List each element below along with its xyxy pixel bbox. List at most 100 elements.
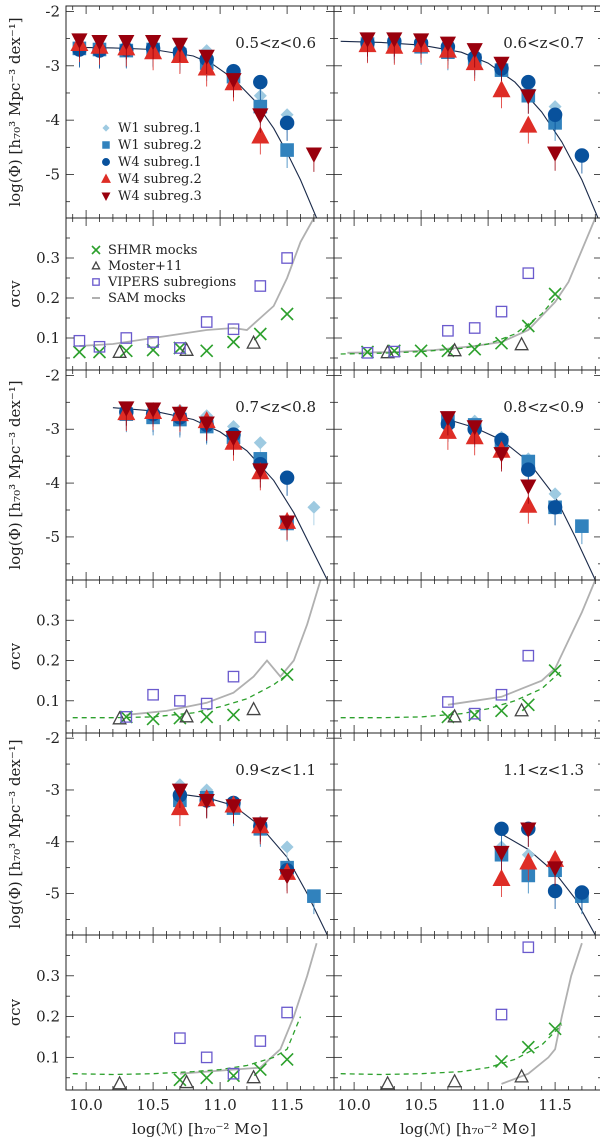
cv-y-axis-label: σcv xyxy=(6,642,24,670)
point-w4s3 xyxy=(520,479,537,495)
moster-point xyxy=(179,1074,194,1089)
shmr-mock-point xyxy=(441,710,455,724)
panel-plot-area xyxy=(340,218,597,359)
point-w4s3 xyxy=(279,515,296,531)
shmr-mock-point xyxy=(119,344,133,358)
shmr-mock-point xyxy=(414,344,428,358)
moster-point xyxy=(447,708,462,723)
shmr-mock-point xyxy=(173,1073,187,1087)
point-w1s1 xyxy=(280,840,294,854)
point-w4s3 xyxy=(171,406,188,423)
point-w4s3 xyxy=(225,431,242,447)
y-tick-label: -5 xyxy=(45,885,60,903)
point-w4s3 xyxy=(145,402,162,418)
shmr-dashed-curve xyxy=(340,297,556,355)
y-tick-label: -2 xyxy=(45,729,60,747)
shmr-mock-point xyxy=(548,287,562,301)
point-w1s2 xyxy=(575,519,589,533)
shmr-mock-point xyxy=(146,343,160,357)
shmr-mock-point xyxy=(280,668,294,682)
panel-frame xyxy=(65,934,335,1091)
legend-marker-w1s2 xyxy=(102,141,110,149)
shmr-mock-point xyxy=(200,710,214,724)
vipers-subregion-point xyxy=(281,1006,293,1019)
moster-point xyxy=(179,342,194,356)
vipers-subregion-point xyxy=(254,631,267,644)
legend-marker-w4s1 xyxy=(102,158,110,166)
shmr-mock-point xyxy=(146,712,160,726)
best-fit-curve xyxy=(179,793,328,935)
y-tick-label: -4 xyxy=(45,474,60,492)
legend-marker-w4s2 xyxy=(101,173,111,183)
sam-mocks-line xyxy=(179,942,318,1075)
panel-7: 0.3 0.2 0.1 σcv xyxy=(6,579,335,734)
panel-2: 0.6<z<0.7 xyxy=(333,5,600,219)
point-w4s1 xyxy=(253,74,268,90)
point-w4s1 xyxy=(574,148,590,163)
redshift-label: 0.8<z<0.9 xyxy=(503,398,584,416)
shmr-mock-point xyxy=(253,327,267,341)
shmr-mock-point xyxy=(280,1052,294,1066)
point-w4s2 xyxy=(519,852,538,870)
moster-point xyxy=(246,1069,261,1084)
vipers-subregion-point xyxy=(281,252,293,264)
shmr-mock-point xyxy=(253,1063,267,1077)
mf-y-axis-label: log(Φ) [h₇₀³ Mpc⁻³ dex⁻¹] xyxy=(6,17,24,206)
point-w4s3 xyxy=(439,36,456,52)
legend-marker-1 xyxy=(91,260,101,270)
sam-mocks-line xyxy=(501,942,583,1085)
panel-plot-area xyxy=(72,218,315,359)
point-w4s3 xyxy=(198,794,215,810)
shmr-mock-point xyxy=(494,704,509,718)
legend-marker-2 xyxy=(92,278,100,286)
y-tick-label: -3 xyxy=(45,57,60,75)
point-w4s3 xyxy=(145,35,162,51)
legend-mass-function: W1 subreg.1 W1 subreg.2 W4 subreg.1 W4 subr… xyxy=(101,121,202,204)
sam-mocks-line xyxy=(447,580,597,706)
panel-6: 0.8<z<0.9 xyxy=(333,369,600,581)
point-w4s3 xyxy=(413,33,430,49)
point-w4s3 xyxy=(547,146,564,162)
shmr-dashed-curve xyxy=(72,1016,302,1076)
y-tick-label: -4 xyxy=(45,833,60,851)
y-tick-label: -3 xyxy=(45,420,60,438)
moster-point xyxy=(447,342,462,357)
y-tick-label: 0.2 xyxy=(36,1008,60,1026)
point-w4s1 xyxy=(279,115,295,131)
point-w1s2 xyxy=(307,889,321,903)
x-tick-label: 10.0 xyxy=(69,1096,102,1114)
vipers-subregion-point xyxy=(442,324,454,337)
panel-plot-area xyxy=(112,401,328,580)
redshift-label: 0.7<z<0.8 xyxy=(235,398,316,416)
best-fit-curve xyxy=(112,407,328,580)
point-w4s3 xyxy=(198,416,215,432)
point-w4s3 xyxy=(466,420,483,436)
panel-plot-area xyxy=(72,942,318,1090)
point-w1s1 xyxy=(548,487,562,501)
moster-point xyxy=(514,702,529,717)
y-tick-label: 0.3 xyxy=(36,967,60,985)
x-tick-label: 10.0 xyxy=(337,1096,370,1114)
vipers-subregion-point xyxy=(522,267,535,280)
panel-plot-area xyxy=(438,411,596,580)
moster-point xyxy=(380,344,395,359)
point-w4s3 xyxy=(493,56,510,73)
point-w4s1 xyxy=(547,883,563,899)
point-w4s3 xyxy=(171,783,188,799)
moster-point xyxy=(246,701,261,716)
point-w4s3 xyxy=(252,817,269,833)
point-w4s3 xyxy=(520,822,537,838)
shmr-mock-point xyxy=(280,307,294,321)
y-tick-label: 0.1 xyxy=(36,329,60,347)
shmr-mock-point xyxy=(226,335,241,349)
point-w4s3 xyxy=(118,401,135,417)
x-tick-label: 11.0 xyxy=(471,1096,504,1114)
cv-y-axis-label: σcv xyxy=(6,998,24,1026)
moster-point xyxy=(179,708,194,723)
point-w4s3 xyxy=(171,37,188,54)
point-w4s3 xyxy=(359,32,376,48)
shmr-mock-point xyxy=(226,708,241,722)
panel-10: 1.1<z<1.3 xyxy=(333,732,600,936)
redshift-label: 0.5<z<0.6 xyxy=(235,34,316,52)
panel-plot-area xyxy=(170,778,328,935)
